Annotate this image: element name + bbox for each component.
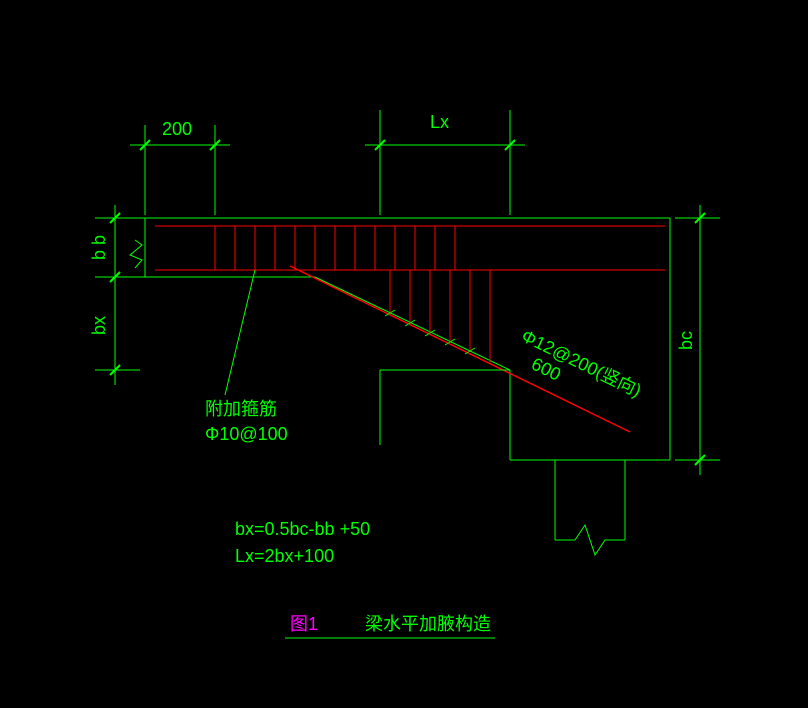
diagonal-rebar xyxy=(290,266,630,432)
stirrups xyxy=(215,226,455,270)
dim-lx-label: Lx xyxy=(430,112,449,132)
dim-200-label: 200 xyxy=(162,119,192,139)
cad-drawing: 200 Lx b b bx bc xyxy=(0,0,808,708)
break-symbol-left xyxy=(130,240,142,268)
dim-lx: Lx xyxy=(365,110,525,215)
figure-title: 梁水平加腋构造 xyxy=(365,614,491,634)
stirrup-annotation-2: Φ10@100 xyxy=(205,424,288,444)
formula-1: bx=0.5bc-bb +50 xyxy=(235,519,370,539)
haunch-diagonal xyxy=(315,277,510,370)
dim-200: 200 xyxy=(130,119,230,215)
dim-left: b b bx xyxy=(89,205,140,385)
stirrup-annotation-1: 附加箍筋 xyxy=(205,399,277,419)
dim-right: bc xyxy=(675,205,720,475)
leader-stirrup xyxy=(225,270,255,395)
break-symbol-column xyxy=(555,525,625,555)
dim-bx-label: bx xyxy=(89,316,109,335)
formula-2: Lx=2bx+100 xyxy=(235,546,334,566)
figure-number: 图1 xyxy=(290,614,318,634)
dim-bc-label: bc xyxy=(676,331,696,350)
dim-bb-label: b b xyxy=(89,235,109,260)
